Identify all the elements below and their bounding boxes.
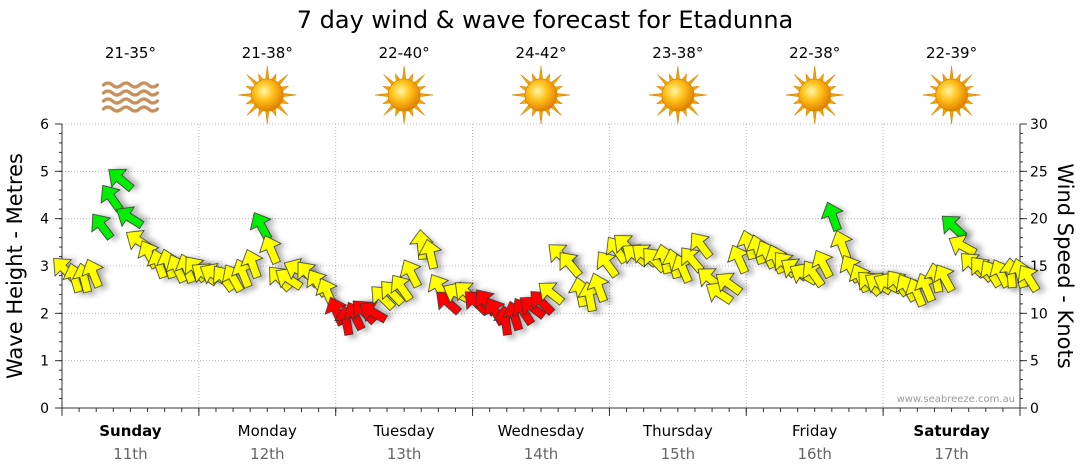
day-name-label: Saturday: [913, 422, 990, 440]
wind-arrow: [820, 201, 844, 233]
wind-arrow: [81, 258, 105, 289]
wind-arrow: [829, 230, 854, 261]
day-date-label: 14th: [524, 445, 558, 463]
temperature-label: 21-38°: [242, 44, 293, 62]
wind-arrows: [53, 168, 1041, 336]
wind-arrow: [108, 168, 135, 193]
wind-arrow: [705, 282, 735, 305]
wind-arrow: [538, 282, 566, 306]
wind-arrow: [586, 272, 610, 304]
wind-arrow: [249, 212, 273, 242]
wind-arrow: [359, 300, 389, 324]
day-name-label: Monday: [238, 422, 297, 440]
wind-arrow: [100, 184, 124, 213]
sun-icon: [922, 65, 981, 125]
wind-arrow: [727, 244, 750, 275]
wind-arrow: [1017, 264, 1041, 294]
sun-icon: [511, 65, 571, 125]
day-date-label: 17th: [934, 445, 968, 463]
left-axis-title: Wave Height - Metres: [3, 153, 27, 379]
wind-arrow: [116, 206, 145, 230]
wind-arrow: [948, 234, 978, 258]
wind-arrow: [91, 213, 115, 241]
left-tick-label: 0: [40, 401, 49, 417]
left-tick-label: 2: [40, 306, 49, 322]
day-date-label: 11th: [113, 445, 147, 463]
temperature-label: 24-42°: [515, 44, 566, 62]
wind-arrow: [690, 232, 714, 260]
wind-arrow: [381, 281, 406, 307]
day-name-label: Friday: [792, 422, 838, 440]
right-tick-label: 10: [1030, 306, 1048, 322]
left-tick-label: 1: [40, 354, 49, 370]
day-name-label: Wednesday: [498, 422, 585, 440]
day-name-label: Sunday: [99, 422, 162, 440]
wind-arrow: [715, 272, 744, 296]
wind-arrow: [933, 264, 956, 294]
weather-row: 21-35° 21-38° 22-40° 24-42° 23-38° 22-38° 22-3…: [101, 44, 981, 125]
wind-arrow: [399, 259, 422, 289]
day-date-label: 16th: [797, 445, 831, 463]
wind-arrow: [390, 274, 414, 303]
sun-icon: [648, 65, 707, 125]
wind-arrow: [418, 238, 443, 270]
temperature-label: 22-40°: [379, 44, 430, 62]
temperature-label: 21-35°: [105, 44, 156, 62]
temperature-label: 22-39°: [926, 44, 977, 62]
haze-icon: [101, 81, 160, 113]
wind-arrow: [559, 252, 583, 279]
day-name-label: Tuesday: [373, 422, 435, 440]
left-tick-label: 5: [40, 164, 49, 180]
temperature-label: 23-38°: [652, 44, 703, 62]
wind-arrow: [941, 215, 968, 240]
left-tick-label: 3: [40, 259, 49, 275]
right-tick-label: 25: [1030, 164, 1048, 180]
chart-title: 7 day wind & wave forecast for Etadunna: [297, 6, 794, 34]
right-tick-label: 0: [1030, 401, 1039, 417]
sun-icon: [375, 65, 434, 125]
temperature-label: 22-38°: [789, 44, 840, 62]
wind-arrow: [436, 291, 463, 316]
wind-arrow: [530, 291, 556, 316]
right-axis-title: Wind Speed - Knots: [1053, 163, 1077, 368]
wind-arrow: [275, 267, 304, 291]
sun-icon: [238, 65, 297, 125]
day-date-label: 15th: [661, 445, 695, 463]
credit-text: www.seabreeze.com.au: [897, 394, 1015, 405]
right-tick-label: 5: [1030, 354, 1039, 370]
day-name-label: Thursday: [642, 422, 713, 440]
day-date-label: 12th: [250, 445, 284, 463]
right-tick-label: 30: [1030, 117, 1048, 133]
right-tick-label: 20: [1030, 212, 1048, 228]
wind-arrow: [811, 249, 834, 280]
wind-arrow: [259, 235, 282, 266]
sun-icon: [785, 65, 844, 125]
wind-arrow: [240, 248, 264, 280]
day-date-label: 13th: [387, 445, 421, 463]
left-tick-label: 4: [40, 212, 49, 228]
left-tick-label: 6: [40, 117, 49, 133]
day-labels: Sunday 11th Monday 12th Tuesday 13th Wednesday…: [61, 408, 1021, 463]
